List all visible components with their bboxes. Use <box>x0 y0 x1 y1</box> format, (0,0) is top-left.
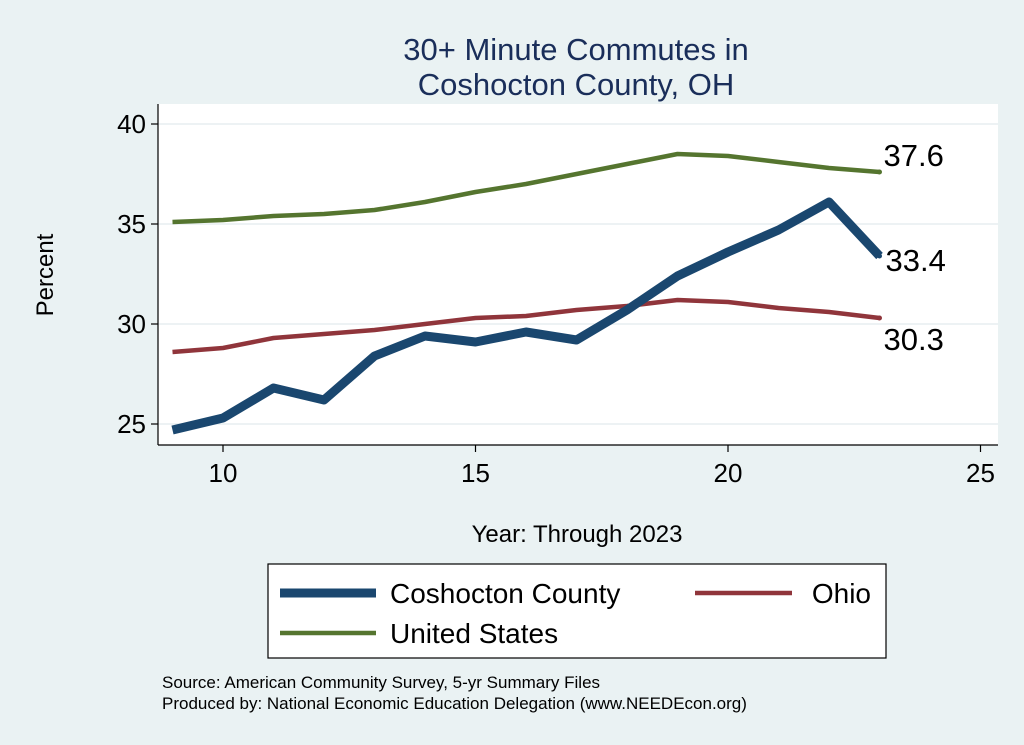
legend-label-united-states: United States <box>390 618 558 649</box>
end-label-united-states: 37.6 <box>884 138 944 173</box>
end-marker <box>877 169 882 175</box>
legend: Coshocton County Ohio United States <box>267 563 887 659</box>
end-label-coshocton-county: 33.4 <box>886 243 946 278</box>
x-tick-label: 10 <box>209 458 238 488</box>
x-tick-label: 15 <box>461 458 490 488</box>
x-tick-label: 25 <box>966 458 995 488</box>
chart-title-line-1: 30+ Minute Commutes in <box>403 32 748 67</box>
end-label-ohio: 30.3 <box>884 322 944 357</box>
x-axis-title: Year: Through 2023 <box>472 521 683 548</box>
chart-title-line-2: Coshocton County, OH <box>418 67 734 102</box>
y-axis-title: Percent <box>32 233 59 316</box>
y-tick-label: 25 <box>117 409 146 439</box>
x-tick-label: 20 <box>714 458 743 488</box>
producer-note: Produced by: National Economic Education… <box>162 694 747 713</box>
axes: 25 30 35 40 10 15 20 25 <box>117 104 998 488</box>
end-labels: 33.4 30.3 37.6 <box>884 138 946 357</box>
y-tick-label: 35 <box>117 209 146 239</box>
series-line-coshocton-county <box>171 197 883 435</box>
y-tick-label: 30 <box>117 309 146 339</box>
legend-label-ohio: Ohio <box>812 578 871 609</box>
legend-box <box>267 563 887 659</box>
gridlines <box>158 123 998 425</box>
source-note: Source: American Community Survey, 5-yr … <box>162 673 600 692</box>
y-tick-label: 40 <box>117 109 146 139</box>
series-line-united-states <box>172 151 880 225</box>
series-lines <box>171 151 883 435</box>
legend-label-coshocton-county: Coshocton County <box>390 578 620 609</box>
end-marker <box>877 253 882 259</box>
end-marker <box>877 315 882 321</box>
plot-area <box>158 104 998 445</box>
series-line-ohio <box>172 297 880 355</box>
